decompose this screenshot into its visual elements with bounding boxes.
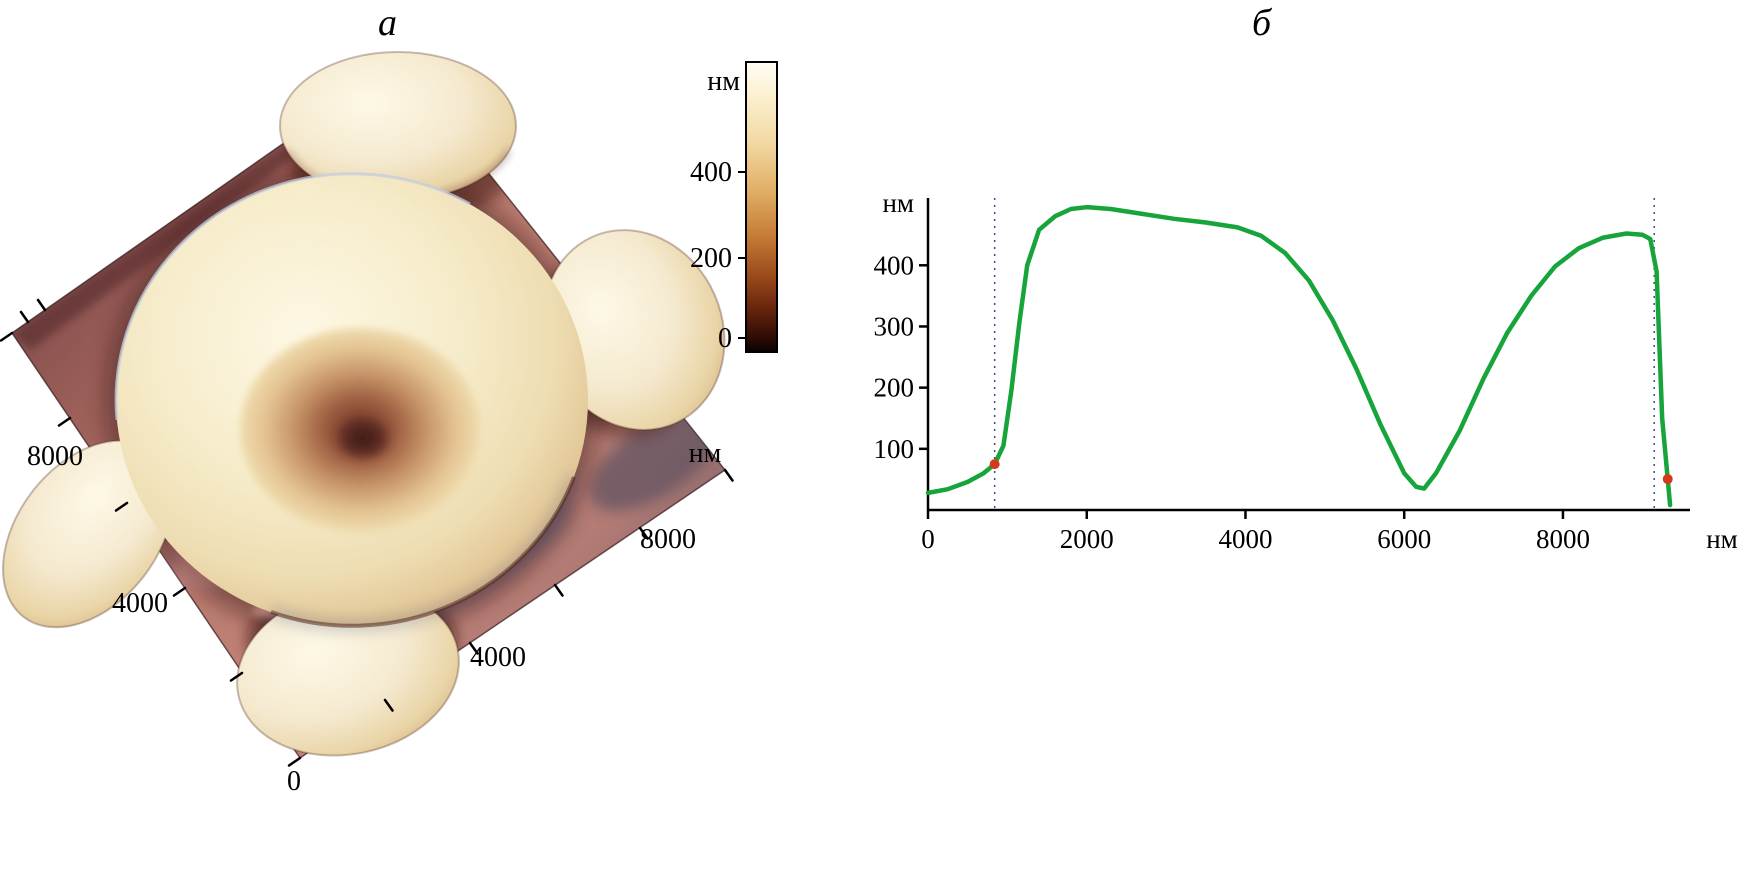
x-tick-label: 0 <box>921 524 935 554</box>
cursor-marker <box>1662 474 1673 485</box>
afm-colorbar-tick-0: 0 <box>718 323 732 354</box>
afm-colorbar-tick-400: 400 <box>690 157 732 188</box>
y-tick-label: 300 <box>874 311 915 341</box>
afm-colorbar-scale <box>745 61 778 353</box>
cursor-marker <box>989 459 1000 470</box>
afm-colorbar: нм 400 200 0 <box>690 61 778 354</box>
afm-x-tick-8000: 8000 <box>27 441 83 472</box>
afm-colorbar-tick-200: 200 <box>690 243 732 274</box>
afm-x-tick-0: 0 <box>287 766 301 797</box>
y-tick-label: 200 <box>874 373 915 403</box>
afm-y-tick-8000: 8000 <box>640 524 696 555</box>
afm-x-tick-4000: 4000 <box>112 588 168 619</box>
y-tick-label: 100 <box>874 434 915 464</box>
afm-y-tick-4000: 4000 <box>470 642 526 673</box>
profile-curve <box>925 204 1673 508</box>
afm-y-unit: нм <box>689 438 722 469</box>
panel-a-label: а <box>378 2 397 44</box>
afm-3d-topography: 8000 4000 0 нм 8000 4000 нм 400 200 0 <box>0 51 778 797</box>
afm-colorbar-unit: нм <box>707 66 740 97</box>
y-axis-unit: нм <box>882 188 914 218</box>
y-tick-label: 400 <box>874 250 915 280</box>
x-tick-label: 6000 <box>1377 524 1431 554</box>
x-tick-label: 4000 <box>1218 524 1272 554</box>
panel-b-label: б <box>1252 2 1272 44</box>
afm-x-axis-ticks <box>0 298 302 767</box>
afm-main-torus <box>114 172 588 631</box>
afm-y-axis-ticks <box>383 468 734 712</box>
x-axis-unit: нм <box>1706 524 1738 554</box>
x-tick-label: 8000 <box>1536 524 1590 554</box>
x-tick-label: 2000 <box>1060 524 1114 554</box>
